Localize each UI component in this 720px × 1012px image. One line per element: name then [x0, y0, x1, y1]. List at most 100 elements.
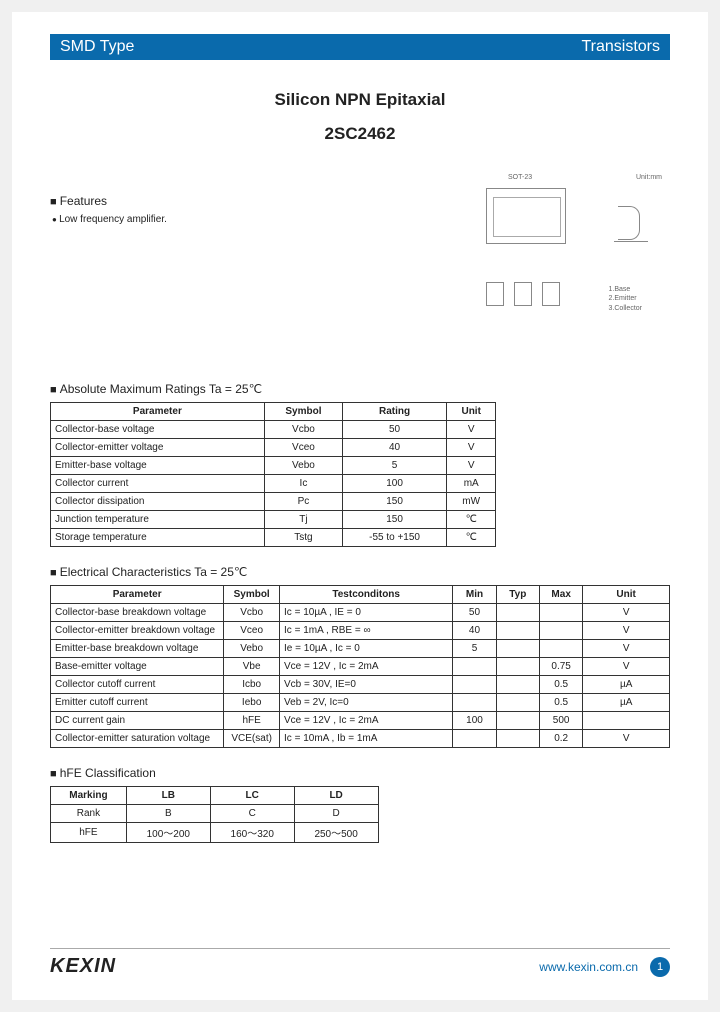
- table-cell: Emitter cutoff current: [51, 694, 224, 712]
- table-cell: V: [583, 730, 670, 748]
- table-cell: Junction temperature: [51, 511, 265, 529]
- table-row: DC current gainhFEVce = 12V , Ic = 2mA10…: [51, 712, 670, 730]
- package-unit: Unit:mm: [636, 174, 662, 181]
- features-block: Features Low frequency amplifier.: [50, 172, 167, 322]
- table-header-row: MarkingLBLCLD: [51, 787, 379, 805]
- table-cell: Vebo: [224, 640, 280, 658]
- table-cell: -55 to +150: [343, 529, 447, 547]
- part-number: 2SC2462: [50, 124, 670, 144]
- table-cell: Vce = 12V , Ic = 2mA: [280, 712, 453, 730]
- table-cell: Tj: [264, 511, 342, 529]
- table-cell: B: [126, 805, 210, 823]
- table-cell: Icbo: [224, 676, 280, 694]
- table-row: RankBCD: [51, 805, 379, 823]
- table-cell: Collector current: [51, 475, 265, 493]
- table-cell: Vcbo: [264, 421, 342, 439]
- table-cell: [496, 604, 539, 622]
- table-cell: Vebo: [264, 457, 342, 475]
- header-left: SMD Type: [60, 38, 134, 56]
- table-cell: Collector-emitter voltage: [51, 439, 265, 457]
- table-cell: 160～320: [210, 823, 294, 843]
- table-cell: Tstg: [264, 529, 342, 547]
- column-header: Max: [539, 586, 582, 604]
- table-cell: 0.5: [539, 676, 582, 694]
- electrical-heading: Electrical Characteristics Ta = 25℃: [50, 565, 670, 579]
- table-cell: 100: [343, 475, 447, 493]
- table-cell: [453, 676, 496, 694]
- pin-label: 1.Base: [609, 285, 642, 295]
- pad: [514, 282, 532, 306]
- table-cell: V: [447, 457, 496, 475]
- pin-label: 2.Emitter: [609, 294, 642, 304]
- header-bar: SMD Type Transistors: [50, 34, 670, 60]
- table-cell: Collector dissipation: [51, 493, 265, 511]
- column-header: Testconditons: [280, 586, 453, 604]
- table-cell: Storage temperature: [51, 529, 265, 547]
- table-cell: VCE(sat): [224, 730, 280, 748]
- column-header: Min: [453, 586, 496, 604]
- table-cell: 250～500: [294, 823, 378, 843]
- table-cell: [583, 712, 670, 730]
- column-header: Symbol: [264, 403, 342, 421]
- table-row: Collector cutoff currentIcboVcb = 30V, I…: [51, 676, 670, 694]
- table-cell: 40: [343, 439, 447, 457]
- table-cell: Pc: [264, 493, 342, 511]
- pin-label: 3.Collector: [609, 304, 642, 314]
- table-cell: 0.75: [539, 658, 582, 676]
- table-cell: [539, 604, 582, 622]
- table-row: Collector-base breakdown voltageVcboIc =…: [51, 604, 670, 622]
- table-cell: [496, 712, 539, 730]
- footer-right: www.kexin.com.cn 1: [539, 957, 670, 977]
- table-cell: V: [583, 622, 670, 640]
- table-cell: Collector-base voltage: [51, 421, 265, 439]
- table-cell: 500: [539, 712, 582, 730]
- package-label: SOT-23: [508, 174, 532, 181]
- table-row: Emitter cutoff currentIeboVeb = 2V, Ic=0…: [51, 694, 670, 712]
- package-top-view: [486, 188, 566, 244]
- table-cell: D: [294, 805, 378, 823]
- table-cell: µA: [583, 694, 670, 712]
- table-cell: V: [583, 640, 670, 658]
- table-cell: µA: [583, 676, 670, 694]
- table-cell: mA: [447, 475, 496, 493]
- table-row: hFE100～200160～320250～500: [51, 823, 379, 843]
- table-cell: Collector-base breakdown voltage: [51, 604, 224, 622]
- table-cell: 0.2: [539, 730, 582, 748]
- table-cell: 150: [343, 493, 447, 511]
- table-cell: [496, 730, 539, 748]
- table-cell: [453, 730, 496, 748]
- table-row: Collector dissipationPc150mW: [51, 493, 496, 511]
- table-cell: Ie = 10µA , Ic = 0: [280, 640, 453, 658]
- table-row: Emitter-base voltageVebo5V: [51, 457, 496, 475]
- column-header: LD: [294, 787, 378, 805]
- table-cell: [496, 622, 539, 640]
- table-cell: Base-emitter voltage: [51, 658, 224, 676]
- column-header: Parameter: [51, 403, 265, 421]
- table-cell: 100: [453, 712, 496, 730]
- header-right: Transistors: [581, 38, 660, 56]
- hfe-heading: hFE Classification: [50, 766, 670, 780]
- table-cell: Ic = 1mA , RBE = ∞: [280, 622, 453, 640]
- table-cell: [496, 658, 539, 676]
- table-row: Collector-base voltageVcbo50V: [51, 421, 496, 439]
- features-row: Features Low frequency amplifier. SOT-23…: [50, 172, 670, 322]
- features-heading: Features: [50, 194, 167, 208]
- table-cell: DC current gain: [51, 712, 224, 730]
- package-diagram: SOT-23 Unit:mm 1.Base 2.Emitter 3.Collec…: [430, 172, 670, 322]
- table-cell: V: [447, 421, 496, 439]
- column-header: Marking: [51, 787, 127, 805]
- table-cell: Ic = 10mA , Ib = 1mA: [280, 730, 453, 748]
- table-cell: ℃: [447, 529, 496, 547]
- table-cell: Collector cutoff current: [51, 676, 224, 694]
- column-header: Symbol: [224, 586, 280, 604]
- table-cell: [496, 640, 539, 658]
- column-header: LC: [210, 787, 294, 805]
- table-row: Collector-emitter breakdown voltageVceoI…: [51, 622, 670, 640]
- table-row: Storage temperatureTstg-55 to +150℃: [51, 529, 496, 547]
- table-row: Junction temperatureTj150℃: [51, 511, 496, 529]
- table-cell: Ic: [264, 475, 342, 493]
- table-row: Collector-emitter voltageVceo40V: [51, 439, 496, 457]
- datasheet-page: { "header": { "left": "SMD Type", "right…: [12, 12, 708, 1000]
- table-cell: Collector-emitter breakdown voltage: [51, 622, 224, 640]
- table-cell: Vce = 12V , Ic = 2mA: [280, 658, 453, 676]
